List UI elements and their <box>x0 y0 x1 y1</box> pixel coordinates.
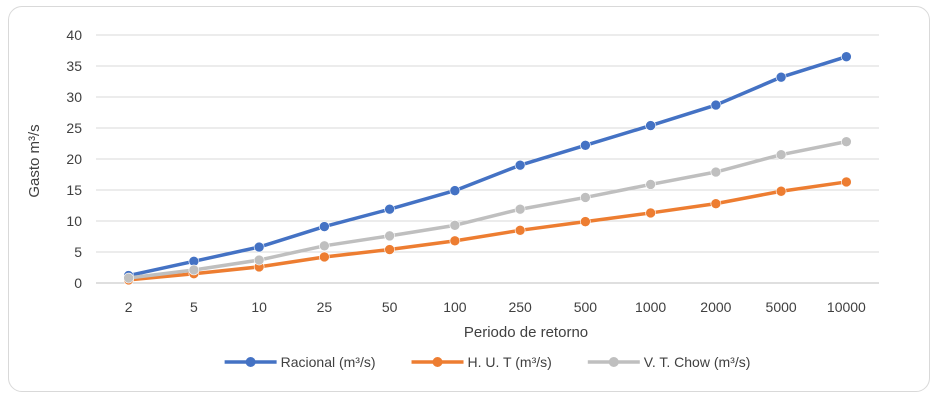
x-tick-label: 10 <box>251 299 267 315</box>
data-point <box>319 221 330 232</box>
x-tick-label: 500 <box>574 299 598 315</box>
series-2 <box>123 176 852 286</box>
legend-label: Racional (m³/s) <box>281 354 376 370</box>
series-line <box>126 54 849 278</box>
data-point <box>253 241 265 253</box>
legend: Racional (m³/s) H. U. T (m³/s) V. T. Chow … <box>224 354 751 370</box>
y-tick-label: 35 <box>66 58 82 74</box>
series-3 <box>123 136 852 284</box>
y-tick-label: 30 <box>66 89 82 105</box>
data-point <box>384 230 395 242</box>
data-point <box>710 198 722 209</box>
x-tick-label: 25 <box>317 299 333 315</box>
data-point <box>775 185 787 197</box>
series-line <box>126 180 849 282</box>
x-tick-label: 5000 <box>766 299 797 315</box>
x-tick-label: 100 <box>443 299 467 315</box>
data-point <box>841 176 852 188</box>
x-tick-label: 250 <box>508 299 532 315</box>
data-point <box>710 166 722 178</box>
x-tick-label: 1000 <box>635 299 666 315</box>
data-point <box>580 192 591 203</box>
y-tick-label: 20 <box>66 151 82 167</box>
data-point <box>514 225 526 236</box>
y-tick-label: 40 <box>66 27 82 43</box>
data-point <box>580 140 591 151</box>
legend-item: H. U. T (m³/s) <box>411 354 552 370</box>
x-axis-ticks: 2 5 10 25 50 100 250 500 1000 2000 5000 10000 <box>125 299 866 315</box>
data-point <box>449 235 461 247</box>
x-tick-label: 50 <box>382 299 398 315</box>
legend-swatch-marker <box>608 357 619 367</box>
data-point <box>580 216 591 227</box>
data-point <box>319 251 330 263</box>
data-point <box>384 244 395 255</box>
legend-swatch-marker <box>245 357 256 367</box>
y-tick-label: 5 <box>74 244 82 260</box>
data-point <box>384 203 395 215</box>
legend-label: H. U. T (m³/s) <box>468 354 552 370</box>
y-axis-title: Gasto m³/s <box>26 124 43 197</box>
y-tick-label: 15 <box>66 182 82 198</box>
data-point <box>514 159 526 171</box>
legend-label: V. T. Chow (m³/s) <box>644 354 751 370</box>
series-lines <box>123 51 852 286</box>
y-tick-label: 10 <box>66 213 82 229</box>
data-point <box>710 99 722 111</box>
data-point <box>253 254 265 266</box>
data-point <box>188 264 200 276</box>
data-point <box>449 220 461 231</box>
data-point <box>645 207 656 219</box>
data-point <box>645 120 656 131</box>
x-tick-label: 10000 <box>827 299 866 315</box>
y-axis-ticks: 0 5 10 15 20 25 30 35 40 <box>66 27 82 291</box>
legend-item: Racional (m³/s) <box>224 354 376 370</box>
data-point <box>841 136 852 147</box>
x-tick-label: 2000 <box>700 299 731 315</box>
legend-item: V. T. Chow (m³/s) <box>587 354 751 370</box>
x-tick-label: 5 <box>190 299 198 315</box>
data-point <box>775 149 787 160</box>
data-point <box>319 240 330 252</box>
series-line <box>126 139 849 280</box>
x-tick-label: 2 <box>125 299 133 315</box>
data-point <box>775 71 787 83</box>
data-point <box>449 185 461 196</box>
x-axis-title: Periodo de retorno <box>464 324 588 341</box>
data-point <box>123 272 134 284</box>
y-tick-label: 25 <box>66 120 82 136</box>
y-tick-label: 0 <box>74 275 82 291</box>
chart-container: 0 5 10 15 20 25 30 35 40 2 5 10 25 50 100 250 500 1000 20… <box>8 6 930 392</box>
data-point <box>514 203 526 215</box>
data-point <box>645 179 656 190</box>
data-point <box>841 51 852 63</box>
gridlines <box>96 34 879 284</box>
legend-swatch-marker <box>432 357 443 367</box>
